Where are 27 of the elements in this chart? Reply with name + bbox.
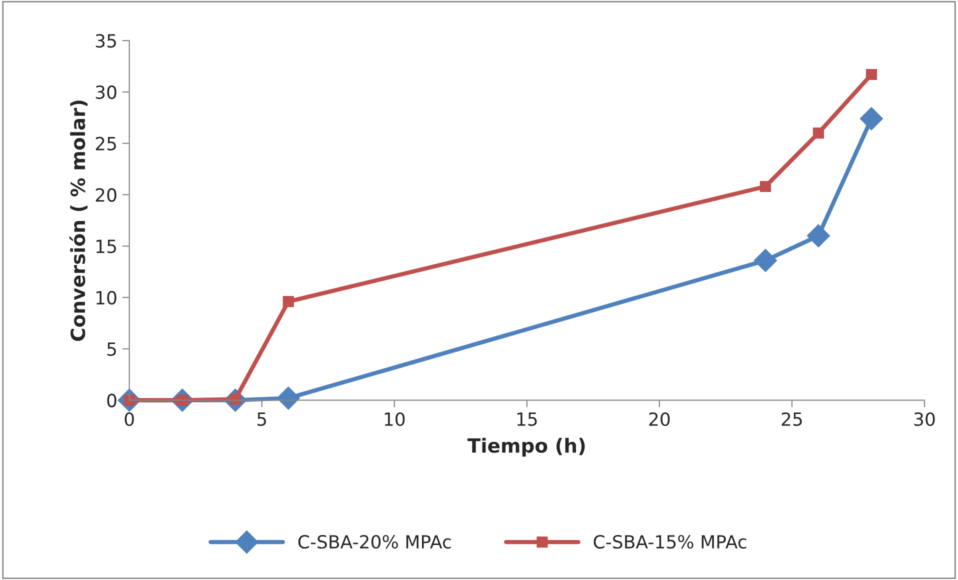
x-tick-label: 20 — [649, 412, 670, 426]
point — [760, 180, 771, 192]
y-tick-label: 15 — [96, 240, 116, 254]
y-tick-label: 35 — [96, 34, 116, 48]
y-tick-label: 25 — [96, 136, 116, 150]
x-axis-title: Tiempo (h) — [467, 438, 585, 457]
x-tick-label: 10 — [384, 412, 405, 426]
point — [276, 386, 300, 410]
legend-label: C-SBA-15% MPAc — [594, 534, 746, 549]
x-tick-label: 5 — [258, 412, 266, 426]
y-tick-label: 0 — [107, 394, 116, 408]
x-tick-label: 15 — [517, 412, 537, 426]
point — [282, 296, 294, 308]
y-tick-label: 10 — [96, 290, 116, 305]
point — [754, 248, 777, 272]
point — [860, 107, 883, 130]
point — [866, 68, 878, 80]
y-tick-label: 20 — [96, 188, 116, 202]
point — [806, 224, 830, 248]
y-axis-title: Conversión ( % molar) — [69, 100, 88, 341]
legend-label: C-SBA-20% MPAc — [298, 534, 451, 549]
x-tick-label: 0 — [124, 412, 134, 426]
y-tick-label: 30 — [96, 85, 116, 100]
x-tick-label: 25 — [782, 412, 802, 426]
point — [812, 128, 824, 139]
y-tick-label: 5 — [107, 342, 116, 356]
x-tick-label: 30 — [914, 412, 935, 426]
